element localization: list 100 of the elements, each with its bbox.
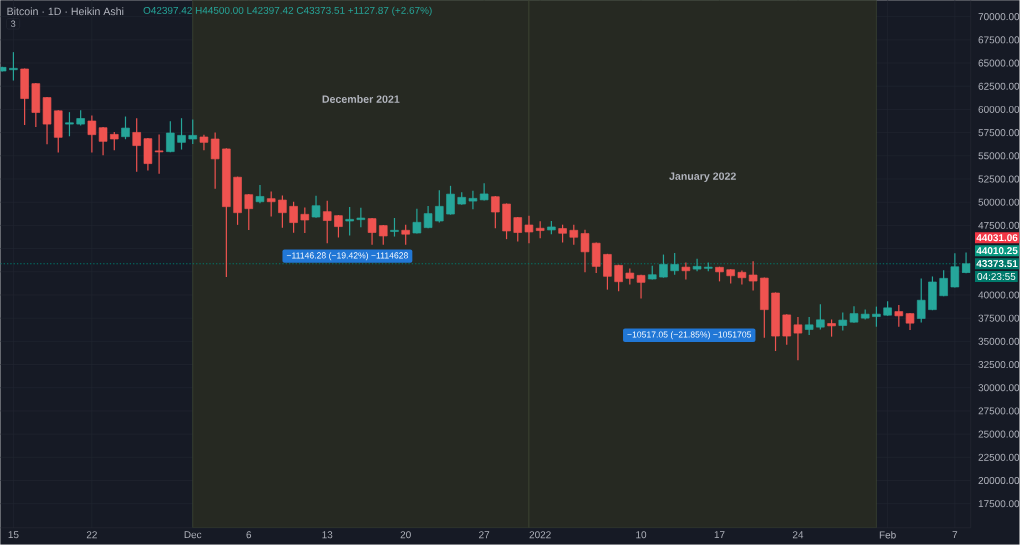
candlestick (31, 83, 41, 128)
candlestick (479, 183, 489, 201)
candlestick (905, 313, 915, 331)
candlestick (457, 192, 466, 205)
candlestick (771, 292, 780, 352)
y-tick-label: 50000.00 (978, 198, 1020, 206)
candlestick (222, 148, 231, 278)
candlestick (692, 258, 702, 272)
y-tick-label: 70000.00 (978, 13, 1020, 21)
candlestick (760, 277, 769, 338)
candlestick (446, 185, 455, 215)
x-tick-label: 20 (400, 531, 411, 539)
x-tick-label: Feb (879, 531, 896, 539)
y-tick-label: 20000.00 (978, 477, 1020, 485)
candlestick (334, 215, 343, 238)
candlestick (20, 68, 29, 126)
y-tick-label: 60000.00 (978, 106, 1020, 114)
candlestick (266, 191, 276, 217)
y-tick-label: 55000.00 (978, 152, 1020, 160)
y-tick-label: 27500.00 (978, 407, 1020, 415)
candlestick (726, 269, 735, 284)
candlestick (255, 185, 265, 204)
candlestick (939, 270, 948, 297)
candlestick (894, 305, 904, 327)
y-tick-label: 65000.00 (978, 59, 1020, 67)
x-tick-label: 6 (246, 531, 252, 539)
x-tick-label: 13 (322, 531, 333, 539)
candlestick (625, 268, 635, 285)
y-tick-label: 35000.00 (978, 337, 1020, 345)
y-tick-label: 52500.00 (978, 175, 1020, 183)
candlestick (872, 306, 881, 327)
candlestick (322, 200, 332, 244)
candlestick (636, 274, 646, 299)
candlestick (390, 218, 399, 237)
candlestick (210, 132, 220, 189)
x-tick-label: 17 (714, 531, 725, 539)
candlestick (513, 217, 523, 242)
candlestick (827, 319, 836, 337)
candlestick (188, 119, 197, 145)
candlestick (345, 207, 354, 236)
candlestick (435, 190, 444, 223)
candlestick (838, 312, 848, 331)
candlestick (233, 176, 242, 225)
x-tick-label: 2022 (529, 531, 551, 539)
candlestick (491, 196, 500, 229)
candlestick (76, 110, 85, 126)
candlestick (367, 218, 377, 245)
candlestick (289, 201, 298, 233)
text: 44010.25 (976, 247, 1018, 255)
candlestick (356, 207, 366, 228)
candlestick (401, 224, 410, 245)
candlestick (916, 278, 926, 323)
x-tick-label: Dec (184, 531, 202, 539)
y-tick-label: 62500.00 (978, 82, 1020, 90)
candlestick (311, 195, 321, 218)
band-label: December 2021 (322, 95, 400, 104)
y-tick-label: 32500.00 (978, 361, 1020, 369)
candlestick (9, 52, 18, 81)
candlestick (379, 225, 388, 245)
y-tick-label: 17500.00 (978, 500, 1020, 508)
candlestick (659, 254, 668, 278)
x-tick-label: 7 (952, 531, 958, 539)
candlestick (748, 261, 758, 291)
candlestick (648, 265, 657, 280)
candlestick (860, 309, 870, 320)
candlestick (154, 134, 164, 174)
text: 44031.06 (976, 234, 1018, 242)
candlestick (121, 116, 130, 140)
candlestick (603, 253, 612, 290)
annotation: −10517.05 (−21.85%) −1051705 (627, 331, 752, 340)
y-tick-label: 37500.00 (978, 314, 1020, 322)
candlestick (883, 301, 892, 316)
y-tick-label: 25000.00 (978, 430, 1020, 438)
candlestick (199, 134, 209, 151)
candlestick (468, 190, 478, 210)
candlestick (704, 262, 713, 272)
candlestick (300, 207, 310, 234)
candlestick (524, 215, 534, 244)
candlestick (42, 97, 52, 145)
y-tick-label: 57500.00 (978, 129, 1020, 137)
candlestick (132, 118, 141, 172)
y-tick-label: 30000.00 (978, 384, 1020, 392)
text: O42397.42 H44500.00 L42397.42 C43373.51 +1127.87 (+2.67%) (143, 6, 432, 17)
x-tick-label: 27 (479, 531, 490, 539)
y-tick-label: 40000.00 (978, 291, 1020, 299)
candlestick (558, 224, 567, 243)
candlestick (110, 132, 119, 151)
candlestick (849, 306, 859, 323)
candlestick (53, 110, 63, 153)
candlestick (177, 118, 186, 150)
annotation: 3 (10, 20, 16, 28)
candlestick (670, 253, 679, 275)
candlestick (580, 229, 590, 273)
candlestick (278, 195, 287, 228)
candlestick (547, 221, 556, 235)
ref-line-label: 43373.51 (976, 260, 1018, 268)
x-tick-label: 15 (8, 531, 19, 539)
y-tick-label: 22500.00 (978, 453, 1020, 461)
candlestick (804, 317, 814, 336)
candlestick (166, 121, 175, 153)
